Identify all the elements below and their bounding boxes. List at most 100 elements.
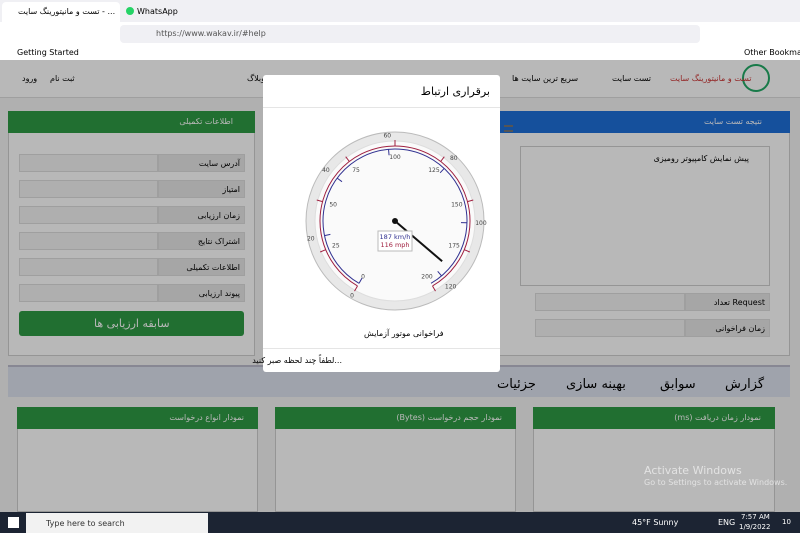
mph-tick <box>439 168 445 174</box>
modal-title: برقراری ارتباط <box>420 85 490 98</box>
kmh-tick-label: 0 <box>361 273 365 280</box>
mph-arc <box>322 148 468 284</box>
field-text: امتیاز <box>222 185 240 194</box>
watermark-text: Go to Settings to activate Windows. <box>644 478 788 487</box>
kmh-tick <box>432 285 436 292</box>
value-field <box>19 206 158 224</box>
gauge-caption: فراخوانی موتور آزمایش <box>364 329 444 338</box>
watermark-title: Activate Windows <box>644 464 742 477</box>
other-bookmarks[interactable]: Other Bookmarks <box>744 48 800 57</box>
tab[interactable]: تست و مانیتورینگ سایت - ... <box>2 2 120 22</box>
preview-title: پیش نمایش کامپیوتر رومیزی <box>653 154 749 163</box>
kmh-tick <box>345 156 350 162</box>
start-button[interactable] <box>8 517 19 528</box>
kmh-tick <box>316 199 323 203</box>
kmh-tick-label: 75 <box>352 167 360 174</box>
user-link[interactable]: ثبت نام <box>50 74 75 83</box>
modal-header: برقراری ارتباط <box>263 75 500 108</box>
field-text: اشتراک نتایج <box>197 237 240 246</box>
row-text: زمان فراخوانی <box>715 324 765 333</box>
kmh-tick-label: 100 <box>389 154 401 161</box>
panel-header: اطلاعات تکمیلی <box>8 111 255 133</box>
tab[interactable]: WhatsApp <box>122 2 240 22</box>
kmh-tick-label: 150 <box>451 201 463 208</box>
row-label: تعداد Request <box>685 293 770 311</box>
mph-tick-label: 80 <box>450 155 458 162</box>
language: ENG <box>718 518 736 527</box>
kmh-tick-label: 50 <box>329 201 337 208</box>
field-text: زمان ارزیابی <box>197 211 240 220</box>
report-tab[interactable]: بهینه سازی <box>566 377 626 392</box>
search-box[interactable]: Type here to search <box>26 513 208 533</box>
mph-tick-label: 0 <box>350 292 354 299</box>
report-tab[interactable]: سوابق <box>660 377 696 392</box>
url-field[interactable]: https://www.wakav.ir/#help <box>120 25 700 43</box>
bookmark[interactable]: Getting Started <box>17 48 79 57</box>
kmh-tick <box>464 249 471 253</box>
value-field <box>19 232 158 250</box>
kmh-tick-label: 200 <box>421 273 433 280</box>
logo-text: تست و مانیتورینگ سایت <box>670 74 752 83</box>
value-field <box>19 180 158 198</box>
preview-card: پیش نمایش کامپیوتر رومیزی <box>520 146 770 286</box>
field-label: امتیاز <box>158 180 245 198</box>
mph-tick <box>358 277 363 284</box>
card-header: نمودار زمان دریافت (ms) <box>533 407 775 429</box>
mph-readout: 116 mph <box>380 241 409 249</box>
modal-footer-text: لطفاً چند لحظه صبر کنید... <box>252 356 342 365</box>
row-label: زمان فراخوانی <box>685 319 770 337</box>
report-tab[interactable]: جزئیات <box>497 377 536 392</box>
nav-item[interactable]: تست سایت <box>612 74 651 83</box>
mph-tick-label: 120 <box>445 284 457 291</box>
search-text: Type here to search <box>46 519 125 528</box>
report-tab[interactable]: گزارش <box>725 377 765 392</box>
needle <box>394 220 443 263</box>
card-header: نمودار انواع درخواست <box>17 407 258 429</box>
menu-icon[interactable] <box>504 125 513 132</box>
mph-tick-label: 100 <box>475 220 487 227</box>
kmh-tick <box>440 156 445 162</box>
kmh-tick <box>354 285 358 292</box>
value-field <box>535 293 685 311</box>
field-label: اشتراک نتایج <box>158 232 245 250</box>
mph-tick <box>437 270 442 277</box>
kmh-tick-label: 25 <box>332 242 340 249</box>
clock-date: 1/9/2022 <box>739 523 771 531</box>
kmh-tick-label: 125 <box>428 167 440 174</box>
history-button[interactable]: سابقه ارزیابی ها <box>19 311 244 336</box>
tab-title: WhatsApp <box>137 7 178 16</box>
needle-hub <box>392 218 398 224</box>
kmh-readout: 187 km/h <box>380 233 411 241</box>
kmh-tick-label: 175 <box>448 242 460 249</box>
mph-tick <box>336 177 343 183</box>
clock-time: 7:57 AM <box>741 513 770 521</box>
weather: 45°F Sunny <box>632 518 679 527</box>
button-label: سابقه ارزیابی ها <box>94 317 170 330</box>
readout-box <box>377 230 413 252</box>
field-label: زمان ارزیابی <box>158 206 245 224</box>
panel-title: نتیجه تست سایت <box>703 117 762 126</box>
modal-footer: لطفاً چند لحظه صبر کنید... <box>252 348 500 372</box>
nav-item[interactable]: سریع ترین سایت ها <box>512 74 579 83</box>
kmh-tick <box>319 249 326 253</box>
mph-tick-label: 40 <box>322 167 330 174</box>
field-text: پیوند ارزیابی <box>198 289 240 298</box>
value-field <box>19 258 158 276</box>
card-title: نمودار انواع درخواست <box>169 413 244 422</box>
value-field <box>19 284 158 302</box>
mph-tick-label: 60 <box>383 132 391 139</box>
field-label: پیوند ارزیابی <box>158 284 245 302</box>
kmh-tick <box>467 199 474 203</box>
card-title: نمودار حجم درخواست (Bytes) <box>396 413 502 422</box>
notifications[interactable]: 10 <box>782 518 791 526</box>
mph-tick-label: 20 <box>307 235 315 242</box>
row-text: تعداد Request <box>713 298 765 307</box>
nav-item[interactable]: وبلاگ <box>247 74 266 83</box>
logo <box>742 64 770 92</box>
field-text: آدرس سایت <box>198 159 240 168</box>
panel-title: اطلاعات تکمیلی <box>179 117 233 126</box>
field-label: اطلاعات تکمیلی <box>158 258 245 276</box>
user-link[interactable]: ورود <box>22 74 38 83</box>
